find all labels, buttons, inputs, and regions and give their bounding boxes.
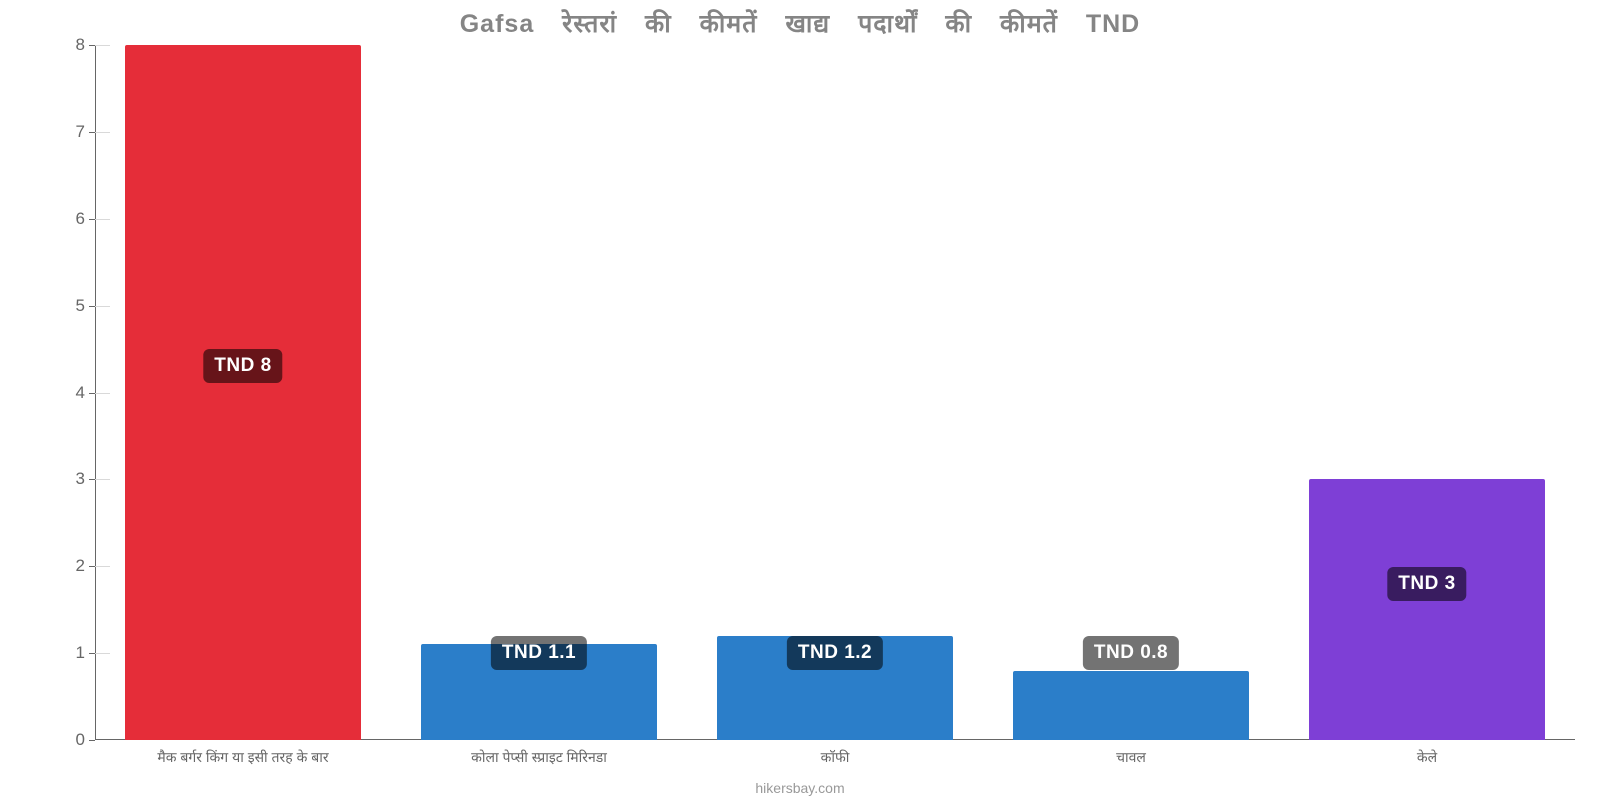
value-badge: TND 3 — [1387, 567, 1466, 601]
plot-area: 012345678 TND 8TND 1.1TND 1.2TND 0.8TND … — [95, 45, 1575, 740]
ytick-label: 3 — [76, 469, 95, 489]
ytick-label: 4 — [76, 383, 95, 403]
bar — [1013, 671, 1250, 741]
x-category-label: कॉफी — [821, 748, 850, 767]
value-badge: TND 1.1 — [491, 636, 587, 670]
bar-slot — [1309, 45, 1546, 740]
chart-title: Gafsa रेस्तरां की कीमतें खाद्य पदार्थों … — [0, 6, 1600, 40]
ytick-label: 5 — [76, 296, 95, 316]
value-badge: TND 1.2 — [787, 636, 883, 670]
bar — [125, 45, 362, 740]
attribution-text: hikersbay.com — [0, 780, 1600, 796]
ytick-label: 7 — [76, 122, 95, 142]
bar — [1309, 479, 1546, 740]
bar-slot — [125, 45, 362, 740]
ytick-label: 2 — [76, 556, 95, 576]
ytick-label: 0 — [76, 730, 95, 750]
x-category-label: चावल — [1116, 748, 1146, 767]
value-badge: TND 0.8 — [1083, 636, 1179, 670]
x-category-label: केले — [1417, 748, 1437, 767]
x-category-label: कोला पेप्सी स्प्राइट मिरिनडा — [471, 748, 607, 767]
ytick-label: 8 — [76, 35, 95, 55]
ytick-label: 1 — [76, 643, 95, 663]
x-category-label: मैक बर्गर किंग या इसी तरह के बार — [157, 748, 328, 767]
ytick-label: 6 — [76, 209, 95, 229]
price-bar-chart: Gafsa रेस्तरां की कीमतें खाद्य पदार्थों … — [0, 0, 1600, 800]
value-badge: TND 8 — [203, 349, 282, 383]
